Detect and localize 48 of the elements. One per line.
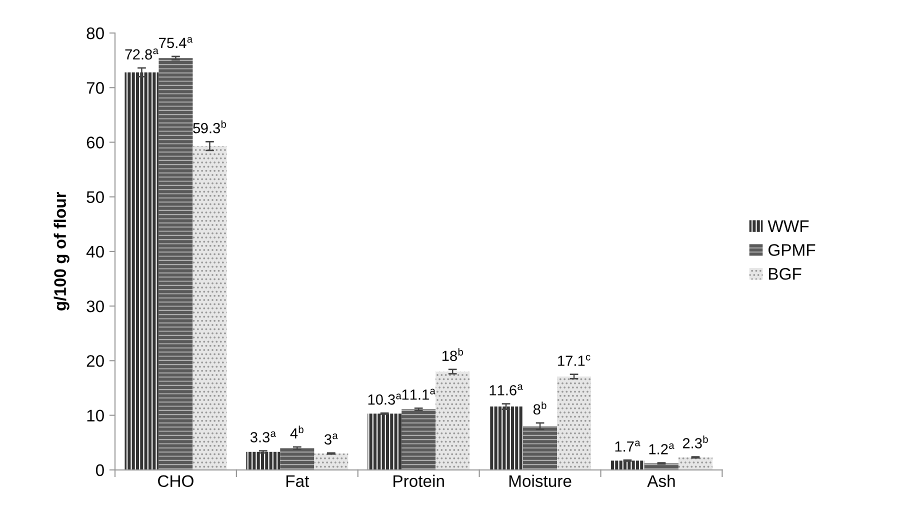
bar [557,376,592,470]
y-tick-label: 80 [86,27,104,40]
data-label: 8$^{b}$ [533,402,546,415]
bar [436,372,470,470]
bar [192,146,227,470]
data-label: 11.1$^{a}$ [402,388,436,400]
data-label: 3.3$^{a}$ [250,431,276,442]
bar [124,72,159,470]
legend-label: WWF [768,220,809,232]
bar [368,414,402,470]
bar [402,409,436,470]
x-tick-label: Moisture [509,474,572,488]
bar [644,463,678,470]
data-label: 72.8$^{a}$ [125,48,158,60]
bar [489,406,524,470]
legend-label: BGF [769,268,802,280]
data-label: 1.7$^{a}$ [615,440,640,452]
legend-label: GPMF [768,244,816,256]
data-label: 17.1$^{c}$ [558,354,590,366]
data-label: 59.3$^{b}$ [193,120,226,134]
bar [158,58,193,470]
data-label: 1.2$^{a}$ [649,443,674,454]
bar [678,457,712,470]
data-label: 18$^{b}$ [442,348,463,362]
y-tick-label: 30 [86,300,104,312]
x-tick-label: CHO [158,475,194,488]
bar [610,460,644,470]
y-tick-label: 0 [96,464,104,476]
data-label: 2.3$^{b}$ [682,435,708,448]
y-tick-label: 40 [86,246,104,258]
y-tick-label: 50 [86,191,104,204]
y-axis-title: g/100 g of flour [54,192,70,310]
x-tick-label: Protein [394,474,444,488]
data-label: 11.6$^{a}$ [490,384,523,396]
y-tick-label: 10 [87,410,104,422]
bar [314,454,348,470]
data-label: 4$^{b}$ [290,426,304,438]
y-tick-label: 60 [86,136,104,148]
data-label: 3$^{a}$ [324,434,338,445]
y-tick-label: 70 [86,82,104,94]
x-tick-label: Fat [286,475,310,488]
data-label: 10.3$^{a}$ [368,394,402,405]
data-label: 75.4$^{a}$ [159,37,193,48]
bar [523,426,558,470]
bar [280,448,314,470]
x-tick-label: Ash [647,474,675,488]
bar [246,452,280,470]
y-tick-label: 20 [86,355,104,367]
